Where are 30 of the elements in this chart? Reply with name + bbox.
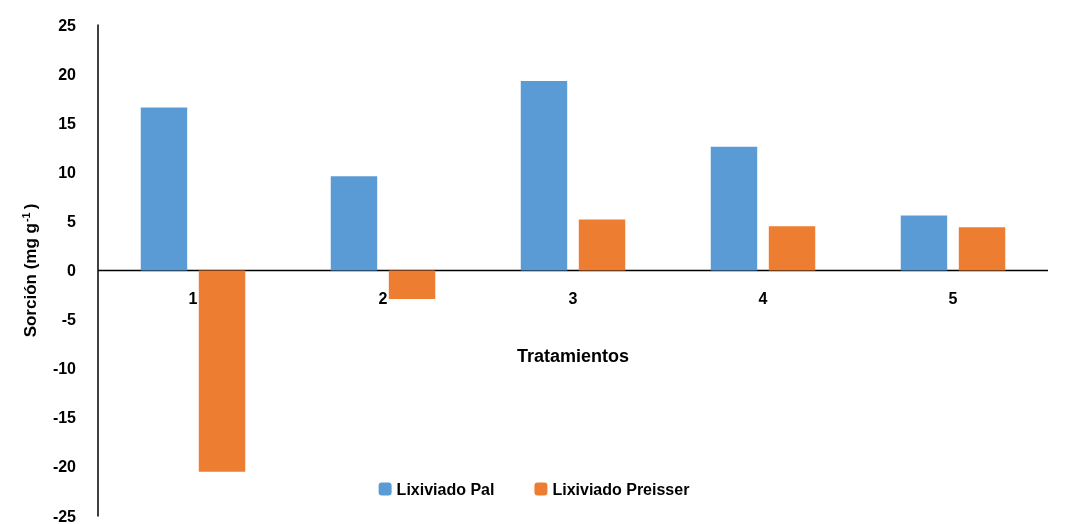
bar xyxy=(140,107,188,271)
bar xyxy=(578,219,626,271)
x-tick-label: 1 xyxy=(188,290,198,307)
bar xyxy=(768,226,816,271)
y-tick-label: -5 xyxy=(61,311,77,329)
x-tick-label: 3 xyxy=(568,290,578,307)
y-tick-label: -10 xyxy=(52,360,77,378)
bar xyxy=(710,146,758,271)
y-tick-label: -15 xyxy=(52,409,77,427)
bar xyxy=(388,270,436,299)
y-tick-label: -20 xyxy=(52,458,77,476)
legend-label: Lixiviado Preisser xyxy=(552,480,690,498)
y-tick-label: 10 xyxy=(58,163,77,181)
bar xyxy=(900,215,948,271)
bar xyxy=(330,176,378,271)
y-tick-label: -25 xyxy=(52,507,77,524)
x-tick-label: 4 xyxy=(758,290,768,307)
x-axis-title: Tratamientos xyxy=(516,345,630,366)
x-tick-label: 5 xyxy=(948,290,958,307)
legend-label: Lixiviado Pal xyxy=(396,480,495,498)
bar xyxy=(958,227,1006,271)
y-axis-title: Sorción (mg g-1) xyxy=(19,203,40,338)
y-tick-label: 25 xyxy=(58,16,77,34)
bar xyxy=(520,80,568,271)
x-tick-label: 2 xyxy=(378,290,388,307)
y-tick-label: 15 xyxy=(58,114,77,132)
y-tick-label: 5 xyxy=(67,212,77,230)
bar xyxy=(198,270,246,472)
y-tick-label: 20 xyxy=(58,65,77,83)
y-tick-label: 0 xyxy=(67,262,77,279)
